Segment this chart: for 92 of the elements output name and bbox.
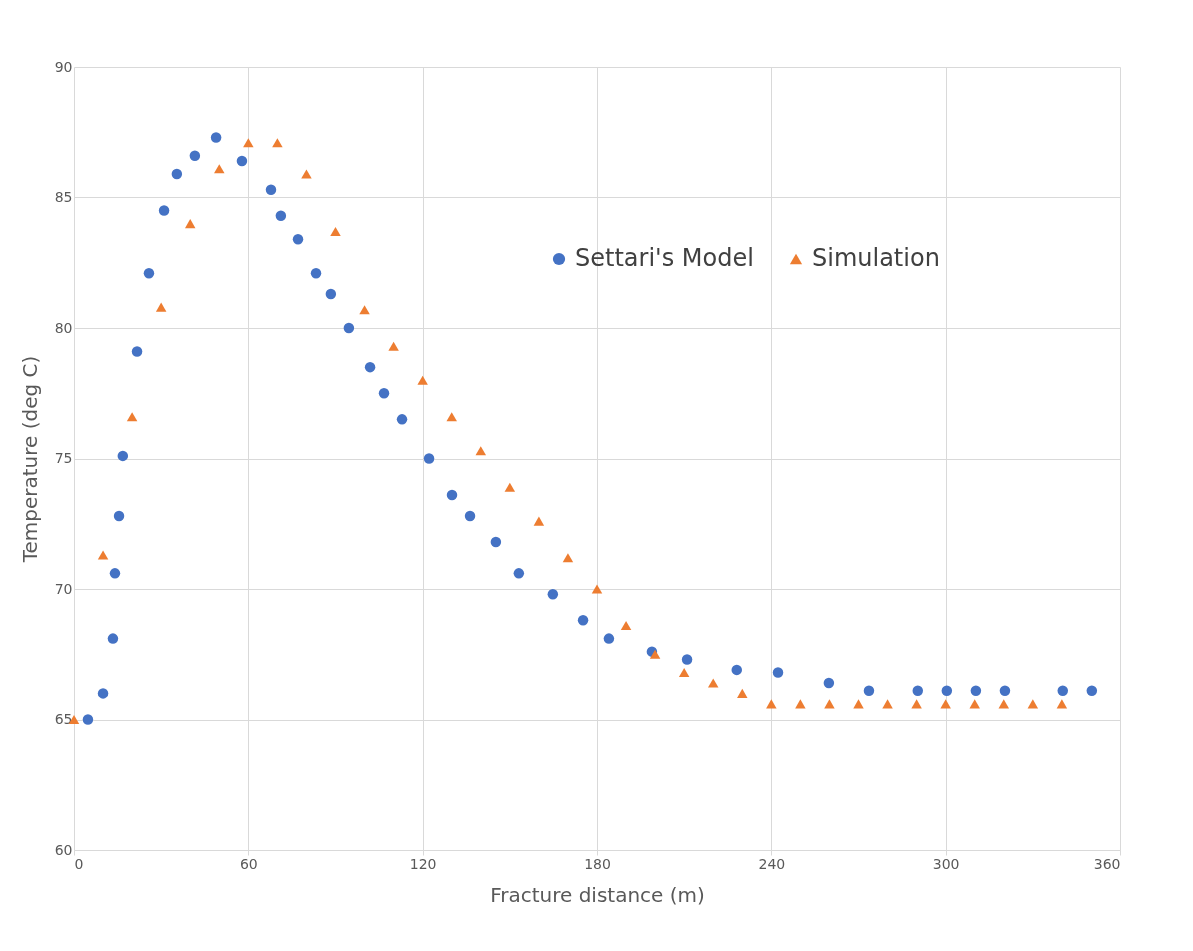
point — [1086, 685, 1098, 697]
point — [863, 685, 875, 697]
point — [731, 664, 742, 676]
point — [417, 375, 428, 385]
point — [131, 346, 143, 357]
point — [940, 699, 951, 709]
point — [678, 667, 690, 678]
point — [109, 568, 121, 579]
point — [1057, 685, 1068, 697]
point — [126, 412, 138, 422]
legend-label: Settari's Model — [575, 244, 754, 272]
point — [117, 450, 129, 462]
point — [999, 685, 1011, 697]
point — [911, 699, 922, 709]
x-tick-label: 0 — [74, 855, 84, 872]
x-tick-label: 360 — [1093, 855, 1121, 872]
point — [772, 667, 784, 678]
point — [158, 205, 170, 216]
point — [343, 322, 355, 334]
point — [275, 210, 287, 221]
point — [272, 138, 283, 148]
point — [243, 138, 254, 148]
point — [171, 168, 183, 180]
y-tick-label: 80 — [54, 319, 73, 336]
point — [603, 633, 615, 644]
point — [824, 699, 835, 709]
point — [970, 685, 982, 697]
point — [396, 414, 408, 425]
point — [325, 288, 337, 300]
point — [189, 150, 201, 161]
point — [143, 267, 155, 279]
point — [853, 699, 864, 709]
point — [236, 155, 248, 167]
point — [446, 489, 458, 501]
x-axis-title: Fracture distance (m) — [490, 882, 705, 907]
point — [97, 550, 109, 560]
point — [292, 234, 304, 245]
x-tick-label: 60 — [239, 855, 258, 872]
point — [490, 536, 502, 548]
point — [969, 699, 980, 709]
y-tick-label: 90 — [54, 58, 73, 75]
point — [737, 688, 748, 698]
point — [620, 621, 632, 631]
y-axis-title: Temperature (deg C) — [17, 355, 42, 564]
point — [681, 654, 693, 665]
x-tick-label: 120 — [409, 855, 437, 872]
point — [533, 516, 545, 526]
point — [912, 685, 924, 697]
x-tick-label: 240 — [758, 855, 786, 872]
point — [795, 699, 806, 709]
point — [214, 164, 225, 174]
point — [82, 714, 94, 725]
point — [364, 361, 376, 373]
point — [330, 226, 341, 236]
point — [577, 615, 589, 626]
point — [464, 510, 476, 522]
y-tick-label: 70 — [54, 580, 73, 597]
point — [504, 482, 516, 492]
point — [766, 699, 777, 709]
point — [998, 699, 1010, 709]
point — [882, 699, 893, 709]
point — [359, 305, 370, 315]
point — [265, 184, 277, 195]
point — [707, 678, 719, 688]
x-tick-label: 300 — [932, 855, 960, 872]
point — [1027, 699, 1039, 709]
point — [823, 677, 835, 689]
point — [591, 584, 603, 594]
point — [310, 267, 322, 279]
point — [941, 685, 953, 697]
point — [97, 688, 109, 699]
point — [513, 568, 525, 579]
y-tick-label: 75 — [54, 450, 73, 466]
point — [1056, 699, 1068, 709]
point — [210, 132, 222, 143]
y-tick-label: 85 — [54, 189, 73, 205]
y-tick-label: 65 — [54, 711, 73, 727]
point — [301, 169, 312, 179]
point — [155, 302, 167, 312]
point — [113, 510, 125, 522]
point — [107, 633, 119, 644]
x-tick-label: 180 — [584, 855, 611, 872]
point — [378, 388, 390, 399]
y-tick-label: 60 — [54, 841, 73, 858]
point — [475, 446, 487, 456]
point — [446, 412, 457, 422]
point — [184, 219, 196, 229]
point — [562, 553, 574, 563]
legend-label: Simulation — [812, 244, 940, 272]
point — [547, 588, 559, 600]
point — [423, 453, 435, 464]
point — [388, 341, 399, 351]
